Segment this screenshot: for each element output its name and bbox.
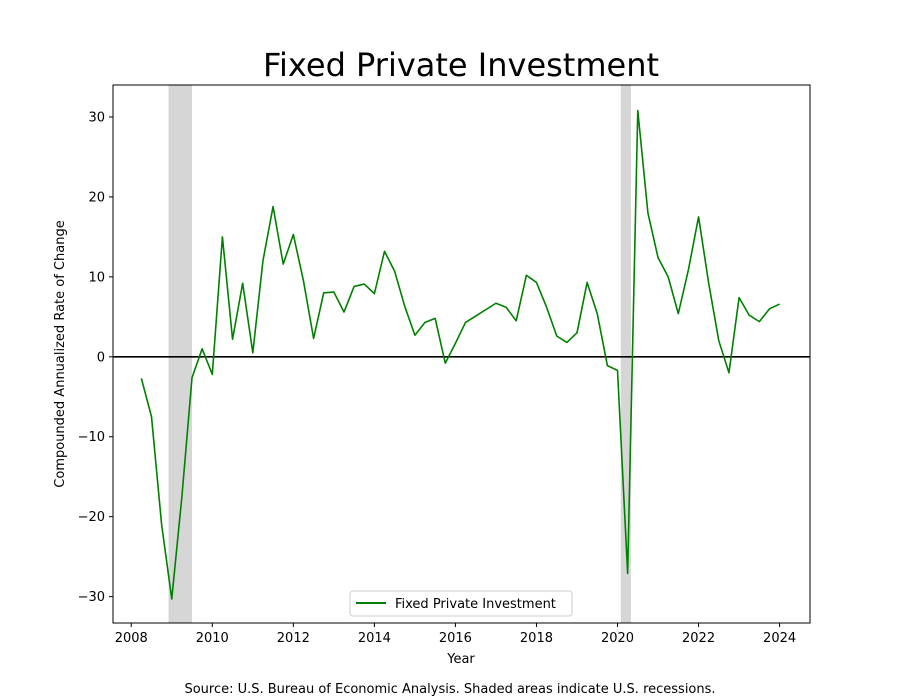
series-line: [140, 109, 780, 600]
x-tick-label: 2008: [115, 631, 148, 646]
x-axis-label: Year: [446, 652, 475, 667]
plot-frame: [112, 84, 811, 624]
y-tick-label: −30: [78, 590, 105, 605]
chart-title: Fixed Private Investment: [263, 46, 659, 84]
recession-band: [620, 85, 631, 623]
x-tick-label: 2020: [601, 631, 634, 646]
recession-bands: [168, 85, 631, 623]
legend-label: Fixed Private Investment: [395, 597, 556, 612]
source-caption: Source: U.S. Bureau of Economic Analysis…: [184, 682, 715, 697]
y-axis-label: Compounded Annualized Rate of Change: [53, 220, 68, 487]
x-tick-label: 2010: [196, 631, 229, 646]
x-tick-label: 2022: [682, 631, 715, 646]
y-tick-label: 20: [88, 190, 105, 205]
y-tick-label: −20: [78, 510, 105, 525]
y-tick-label: 0: [97, 350, 105, 365]
x-tick-label: 2024: [763, 631, 796, 646]
legend-box: [349, 590, 573, 617]
x-tick-label: 2016: [439, 631, 472, 646]
y-axis: −30 −20 −10 0 10 20 30: [78, 110, 113, 605]
x-tick-label: 2012: [277, 631, 310, 646]
series-layer: [140, 109, 780, 600]
y-tick-label: 30: [88, 110, 105, 125]
x-tick-label: 2018: [520, 631, 553, 646]
x-axis: 2008 2010 2012 2014 2016 2018 2020 2022 2024: [115, 623, 796, 646]
legend: Fixed Private Investment: [349, 590, 573, 617]
y-tick-label: −10: [78, 430, 105, 445]
recession-band: [168, 85, 193, 623]
x-tick-label: 2014: [358, 631, 391, 646]
y-tick-label: 10: [88, 270, 105, 285]
